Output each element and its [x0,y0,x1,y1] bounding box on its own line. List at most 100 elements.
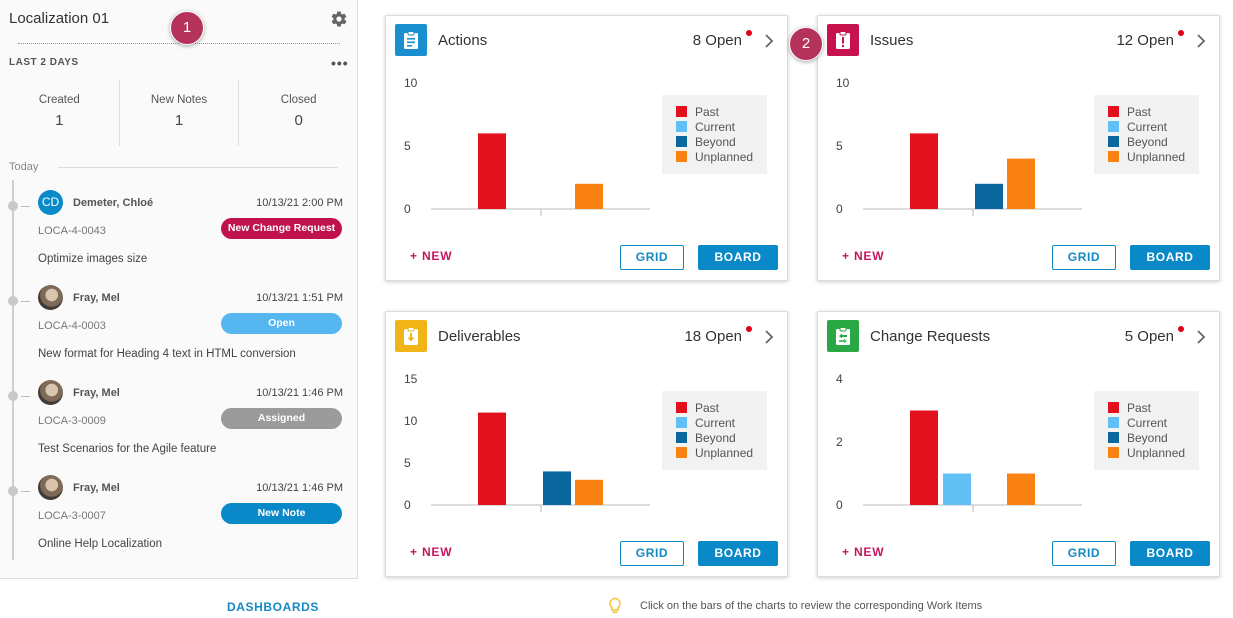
timeline-tick [21,301,30,302]
sidebar-footer: DASHBOARDS [0,578,358,618]
y-tick-label: 0 [836,202,843,216]
bar-beyond[interactable] [975,183,1003,209]
card-title[interactable]: Deliverables [438,328,521,345]
board-button[interactable]: BOARD [698,245,778,270]
y-tick-label: 2 [836,435,843,449]
stat-closed: Closed 0 [238,80,358,146]
new-button[interactable]: + NEW [842,545,885,559]
card-change-requests: Change Requests 5 Open 0 2 4 Past Current Be… [817,311,1220,577]
legend-item-beyond: Beyond [676,430,767,445]
legend-label: Unplanned [695,445,754,460]
bar-past[interactable] [910,410,938,506]
bar-unplanned[interactable] [1007,158,1035,209]
activity-time: 10/13/21 1:46 PM [256,482,343,494]
bar-unplanned[interactable] [575,479,603,505]
legend-swatch [676,136,687,147]
chevron-right-icon[interactable] [1195,329,1207,345]
legend-swatch [1108,106,1119,117]
open-count[interactable]: 12 Open [1116,32,1174,49]
dashboards-link[interactable]: DASHBOARDS [227,600,320,614]
bar-past[interactable] [910,133,938,209]
y-tick-label: 10 [404,76,418,90]
activity-item[interactable]: Fray, Mel 10/13/21 1:51 PM LOCA-4-0003 O… [0,277,358,372]
activity-item[interactable]: CD Demeter, Chloé 10/13/21 2:00 PM LOCA-… [0,182,358,277]
timeline-line [12,180,14,560]
y-tick-label: 0 [404,202,411,216]
card-actions: Actions 8 Open 0 5 10 Past Current Beyond Unp… [385,15,788,281]
alert-dot [746,30,752,36]
legend-swatch [676,121,687,132]
chevron-right-icon[interactable] [763,329,775,345]
alert-dot [1178,30,1184,36]
activity-author: Fray, Mel [73,482,120,494]
bar-past[interactable] [478,412,506,505]
board-button[interactable]: BOARD [1130,245,1210,270]
clipboard-icon [395,24,427,56]
chevron-right-icon[interactable] [763,33,775,49]
bar-past[interactable] [478,133,506,209]
stat-label: New Notes [150,94,208,106]
activity-description[interactable]: Optimize images size [38,253,148,265]
card-title[interactable]: Issues [870,32,914,49]
grid-button[interactable]: GRID [1052,541,1116,566]
chart-legend: Past Current Beyond Unplanned [662,391,767,470]
legend-item-unplanned: Unplanned [676,149,767,164]
y-tick-label: 4 [836,372,843,386]
board-button[interactable]: BOARD [1130,541,1210,566]
activity-item[interactable]: Fray, Mel 10/13/21 1:46 PM LOCA-3-0007 N… [0,467,358,562]
activity-item[interactable]: Fray, Mel 10/13/21 1:46 PM LOCA-3-0009 A… [0,372,358,467]
chart-legend: Past Current Beyond Unplanned [662,95,767,174]
bar-unplanned[interactable] [575,183,603,209]
legend-item-past: Past [676,104,767,119]
timeline-dot [8,486,18,496]
legend-item-past: Past [1108,104,1199,119]
legend-item-beyond: Beyond [1108,134,1199,149]
legend-label: Beyond [1127,134,1168,149]
hint-bar: Click on the bars of the charts to revie… [608,596,1028,616]
avatar: CD [38,190,63,215]
legend-label: Current [695,119,736,134]
gear-icon[interactable] [330,10,348,28]
new-button[interactable]: + NEW [410,545,453,559]
legend-swatch [676,402,687,413]
legend-label: Past [1127,104,1152,119]
activity-id[interactable]: LOCA-4-0043 [38,225,106,237]
grid-button[interactable]: GRID [620,245,684,270]
grid-button[interactable]: GRID [620,541,684,566]
bar-chart: 0 5 10 [404,76,650,216]
open-count[interactable]: 5 Open [1124,328,1174,345]
activity-id[interactable]: LOCA-4-0003 [38,320,106,332]
y-tick-label: 10 [836,76,850,90]
activity-id[interactable]: LOCA-3-0009 [38,415,106,427]
activity-author: Demeter, Chloé [73,197,154,209]
new-button[interactable]: + NEW [410,249,453,263]
avatar [38,380,63,405]
activity-description[interactable]: Test Scenarios for the Agile feature [38,443,217,455]
stat-label: Closed [280,94,317,106]
bar-chart: 0 2 4 [836,372,1082,512]
chart-legend: Past Current Beyond Unplanned [1094,95,1199,174]
activity-id[interactable]: LOCA-3-0007 [38,510,106,522]
card-title[interactable]: Actions [438,32,488,49]
bar-beyond[interactable] [543,471,571,505]
open-count[interactable]: 8 Open [692,32,742,49]
grid-button[interactable]: GRID [1052,245,1116,270]
y-tick-label: 15 [404,372,418,386]
today-divider [58,167,338,168]
open-count[interactable]: 18 Open [684,328,742,345]
activity-description[interactable]: New format for Heading 4 text in HTML co… [38,348,296,360]
legend-label: Past [1127,400,1152,415]
bar-current[interactable] [943,473,971,506]
legend-swatch [676,151,687,162]
board-button[interactable]: BOARD [698,541,778,566]
activity-description[interactable]: Online Help Localization [38,538,163,550]
card-title[interactable]: Change Requests [870,328,991,345]
stat-value: 1 [55,112,64,129]
chevron-right-icon[interactable] [1195,33,1207,49]
legend-item-current: Current [1108,415,1199,430]
legend-item-unplanned: Unplanned [1108,445,1199,460]
more-options-icon[interactable]: ••• [331,55,349,71]
timeline-dot [8,296,18,306]
bar-unplanned[interactable] [1007,473,1035,506]
new-button[interactable]: + NEW [842,249,885,263]
